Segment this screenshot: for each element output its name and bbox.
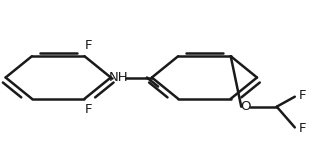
- Text: F: F: [299, 89, 306, 102]
- Text: F: F: [84, 39, 92, 52]
- Text: O: O: [240, 100, 251, 113]
- Text: F: F: [299, 122, 306, 135]
- Text: NH: NH: [109, 71, 129, 84]
- Text: F: F: [84, 103, 92, 116]
